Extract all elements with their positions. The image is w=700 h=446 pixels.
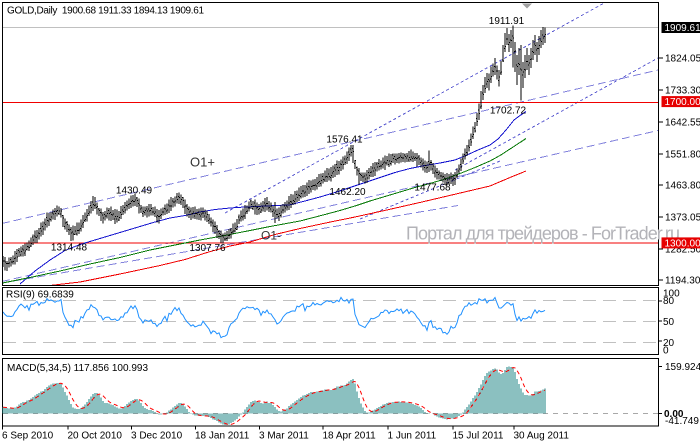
svg-text:80: 80: [663, 296, 675, 307]
svg-text:MACD(5,34,5) 117.856 100.993: MACD(5,34,5) 117.856 100.993: [7, 363, 148, 374]
svg-text:1702.72: 1702.72: [490, 106, 527, 117]
svg-text:50: 50: [663, 317, 675, 328]
svg-text:0.00: 0.00: [664, 409, 684, 420]
svg-text:1194.30: 1194.30: [665, 276, 700, 287]
svg-text:O1+: O1+: [190, 155, 215, 170]
svg-text:18 Apr 2011: 18 Apr 2011: [323, 431, 377, 442]
svg-text:GOLD,Daily 1900.68 1911.33 18: GOLD,Daily 1900.68 1911.33 1894.13 1909.…: [7, 6, 204, 17]
svg-text:18 Jan 2011: 18 Jan 2011: [195, 431, 250, 442]
svg-text:1700.00: 1700.00: [665, 97, 700, 108]
svg-text:30 Aug 2011: 30 Aug 2011: [514, 431, 570, 442]
svg-text:1463.80: 1463.80: [665, 181, 700, 192]
svg-text:1909.61: 1909.61: [665, 23, 700, 34]
svg-text:0: 0: [663, 346, 669, 357]
svg-text:6 Sep 2010: 6 Sep 2010: [2, 431, 54, 442]
svg-text:20: 20: [663, 338, 675, 349]
svg-text:1430.49: 1430.49: [116, 186, 153, 197]
svg-text:15 Jul 2011: 15 Jul 2011: [453, 431, 504, 442]
svg-text:1373.05: 1373.05: [665, 213, 700, 224]
svg-text:20 Oct 2010: 20 Oct 2010: [68, 431, 123, 442]
svg-text:1551.80: 1551.80: [665, 149, 700, 160]
svg-text:Портал для трейдеров - ForTrad: Портал для трейдеров - ForTrader.ru: [406, 224, 680, 244]
svg-text:RSI(9) 69.6839: RSI(9) 69.6839: [6, 290, 74, 301]
svg-text:1824.05: 1824.05: [665, 53, 700, 64]
svg-text:1282.50: 1282.50: [665, 245, 700, 256]
svg-text:159.924: 159.924: [665, 362, 700, 373]
svg-text:1462.20: 1462.20: [329, 187, 366, 198]
svg-text:1314.48: 1314.48: [51, 243, 88, 254]
svg-text:1 Jun 2011: 1 Jun 2011: [388, 431, 437, 442]
svg-text:1642.55: 1642.55: [665, 117, 700, 128]
svg-text:100: 100: [663, 289, 680, 300]
svg-text:1307.76: 1307.76: [189, 243, 226, 254]
svg-text:1576.41: 1576.41: [326, 134, 363, 145]
svg-text:-41.749: -41.749: [665, 416, 699, 427]
svg-text:1300.00: 1300.00: [665, 238, 700, 249]
svg-text:1911.91: 1911.91: [489, 16, 525, 27]
svg-text:O1-: O1-: [261, 229, 281, 243]
svg-text:3 Mar 2011: 3 Mar 2011: [259, 431, 309, 442]
svg-text:3 Dec 2010: 3 Dec 2010: [131, 431, 183, 442]
svg-text:1733.30: 1733.30: [665, 85, 700, 96]
svg-text:1477.68: 1477.68: [414, 183, 451, 194]
